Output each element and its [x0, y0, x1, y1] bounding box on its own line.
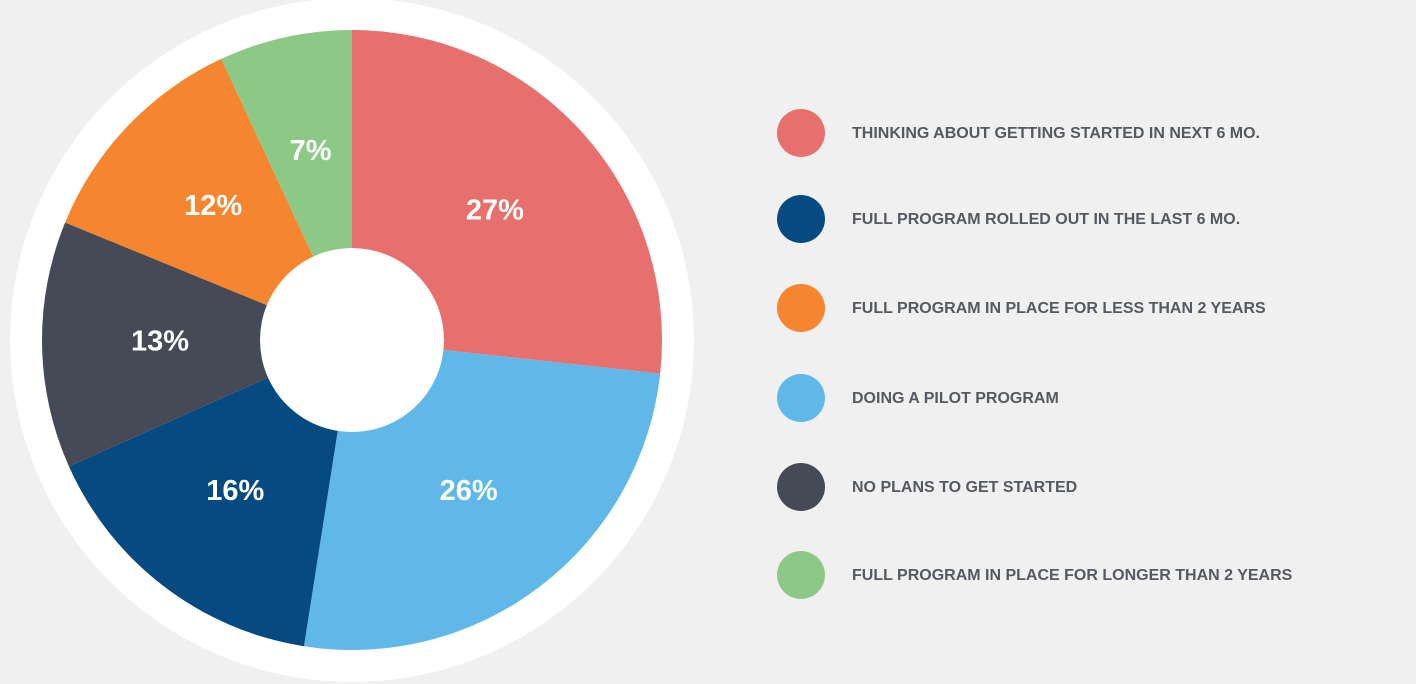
legend: THINKING ABOUT GETTING STARTED IN NEXT 6… [777, 109, 1293, 599]
legend-item: THINKING ABOUT GETTING STARTED IN NEXT 6… [777, 109, 1260, 157]
legend-label: DOING A PILOT PROGRAM [852, 390, 1059, 407]
slice [42, 222, 352, 467]
legend-item: FULL PROGRAM IN PLACE FOR LONGER THAN 2 … [777, 551, 1293, 599]
legend-swatch [777, 374, 825, 422]
slice [68, 340, 352, 647]
legend-item: DOING A PILOT PROGRAM [777, 374, 1059, 422]
slice-labels: 27% 26% 16% 13% 12% 7% [131, 135, 524, 507]
legend-swatch [777, 195, 825, 243]
legend-label: NO PLANS TO GET STARTED [852, 479, 1077, 496]
slice-label: 27% [466, 194, 524, 226]
slice-label: 7% [290, 135, 332, 167]
pie-hole [260, 248, 444, 432]
legend-label: FULL PROGRAM IN PLACE FOR LONGER THAN 2 … [852, 567, 1293, 584]
legend-swatch [777, 284, 825, 332]
legend-label: THINKING ABOUT GETTING STARTED IN NEXT 6… [852, 125, 1260, 142]
legend-label: FULL PROGRAM IN PLACE FOR LESS THAN 2 YE… [852, 300, 1266, 317]
legend-swatch [777, 463, 825, 511]
slice-label: 12% [184, 190, 242, 222]
slices [42, 30, 662, 651]
legend-item: FULL PROGRAM IN PLACE FOR LESS THAN 2 YE… [777, 284, 1266, 332]
slice-label: 13% [131, 326, 189, 358]
slice-label: 16% [206, 475, 264, 507]
slice [65, 58, 353, 341]
legend-swatch [777, 109, 825, 157]
legend-item: FULL PROGRAM ROLLED OUT IN THE LAST 6 MO… [777, 195, 1240, 243]
slice [352, 30, 662, 374]
legend-label: FULL PROGRAM ROLLED OUT IN THE LAST 6 MO… [852, 211, 1240, 228]
slice-label: 26% [440, 475, 498, 507]
legend-swatch [777, 551, 825, 599]
legend-item: NO PLANS TO GET STARTED [777, 463, 1077, 511]
